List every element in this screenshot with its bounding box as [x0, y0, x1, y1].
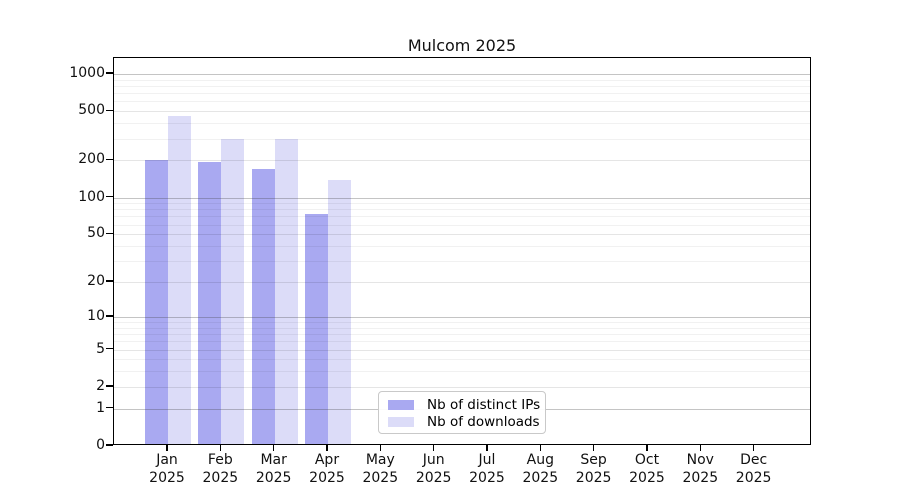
x-axis-tick-mark [539, 445, 541, 451]
gridline [114, 111, 810, 113]
bar-distinct-ips [198, 162, 222, 444]
y-axis-tick-label: 200 [78, 151, 105, 168]
y-axis-tick-label: 500 [78, 102, 105, 119]
x-axis-tick-mark [272, 445, 275, 451]
x-axis-tick-mark [219, 445, 222, 451]
gridline [114, 123, 810, 125]
legend: Nb of distinct IPs Nb of downloads [378, 391, 546, 434]
gridline [114, 93, 810, 95]
y-axis-tick-label: 1000 [69, 65, 105, 81]
x-axis-tick-label: Feb 2025 [202, 452, 239, 486]
gridline [114, 234, 810, 236]
bar-distinct-ips [145, 159, 168, 444]
y-axis-tick-mark [106, 315, 113, 317]
x-axis-tick-mark [432, 445, 435, 451]
legend-item-label: Nb of downloads [427, 414, 540, 430]
gridline [114, 216, 810, 218]
x-axis-tick-mark [592, 445, 595, 451]
gridline [114, 327, 810, 329]
x-axis-tick-label: Apr 2025 [309, 452, 345, 486]
gridline [114, 203, 810, 205]
y-axis-tick-mark [106, 280, 113, 282]
y-axis-tick-mark [106, 72, 113, 74]
gridline [114, 246, 810, 248]
y-axis-tick-label: 20 [87, 273, 105, 290]
y-axis-tick-label: 1 [96, 399, 105, 416]
plot-area [113, 57, 811, 445]
gridline [114, 160, 810, 162]
bar-distinct-ips [304, 214, 328, 444]
gridline [114, 101, 810, 103]
x-axis-tick-label: Jul 2025 [469, 452, 505, 486]
x-axis-tick-mark [752, 445, 755, 451]
legend-swatch-downloads-icon [388, 417, 414, 427]
chart-title: Mulcom 2025 [407, 36, 517, 55]
legend-item: Nb of downloads [388, 414, 545, 430]
y-axis-tick-label: 5 [96, 340, 105, 357]
x-axis-tick-label: Nov 2025 [682, 452, 719, 486]
x-axis-tick-mark [326, 445, 328, 451]
gridline [114, 79, 810, 81]
x-axis-tick-label: May 2025 [362, 452, 399, 486]
y-axis-tick-label: 2 [96, 377, 105, 394]
x-axis-tick-mark [379, 445, 381, 451]
y-axis-tick-mark [106, 158, 113, 161]
x-axis-tick-label: Oct 2025 [629, 452, 665, 486]
legend-item: Nb of distinct IPs [388, 397, 545, 413]
x-axis-tick-mark [486, 445, 488, 451]
bar-downloads [327, 180, 351, 444]
gridline [114, 74, 810, 75]
y-axis-tick-label: 100 [78, 188, 105, 205]
x-axis-tick-label: Jan 2025 [149, 452, 185, 486]
x-axis-tick-label: Aug 2025 [522, 452, 559, 486]
gridline [114, 341, 810, 343]
y-axis-tick-mark [106, 406, 113, 409]
x-axis-tick-mark [646, 445, 648, 451]
bar-downloads [221, 139, 245, 444]
legend-swatch-distinct-ips-icon [388, 400, 414, 410]
gridline [114, 371, 810, 373]
x-axis-tick-label: Sep 2025 [575, 452, 612, 486]
y-axis-tick-label: 50 [87, 225, 105, 242]
x-axis-tick-label: Mar 2025 [255, 452, 292, 486]
gridline [114, 138, 810, 140]
gridline [114, 334, 810, 336]
gridline [114, 261, 810, 263]
y-axis-tick-mark [106, 195, 113, 198]
y-axis-tick-mark [106, 385, 113, 387]
gridline [114, 316, 810, 318]
gridline [114, 224, 810, 226]
bar-downloads [168, 115, 191, 444]
bar-downloads [274, 138, 298, 444]
gridline [114, 209, 810, 211]
gridline [114, 386, 810, 388]
y-axis-tick-mark [106, 232, 113, 234]
bar-distinct-ips [251, 168, 275, 444]
y-axis-tick-mark [106, 444, 113, 446]
x-axis-tick-label: Dec 2025 [735, 452, 772, 486]
gridline [114, 349, 810, 351]
gridline [114, 359, 810, 361]
gridline [114, 197, 810, 199]
x-axis-tick-mark [699, 445, 701, 451]
y-axis-tick-mark [106, 347, 113, 350]
y-axis-tick-label: 10 [87, 307, 105, 324]
gridline [114, 322, 810, 324]
x-axis-tick-mark [166, 445, 168, 451]
gridline [114, 86, 810, 87]
y-axis-tick-label: 0 [96, 437, 105, 453]
gridline [114, 282, 810, 284]
y-axis-tick-mark [106, 109, 113, 111]
legend-item-label: Nb of distinct IPs [427, 397, 541, 413]
x-axis-tick-label: Jun 2025 [415, 452, 452, 486]
